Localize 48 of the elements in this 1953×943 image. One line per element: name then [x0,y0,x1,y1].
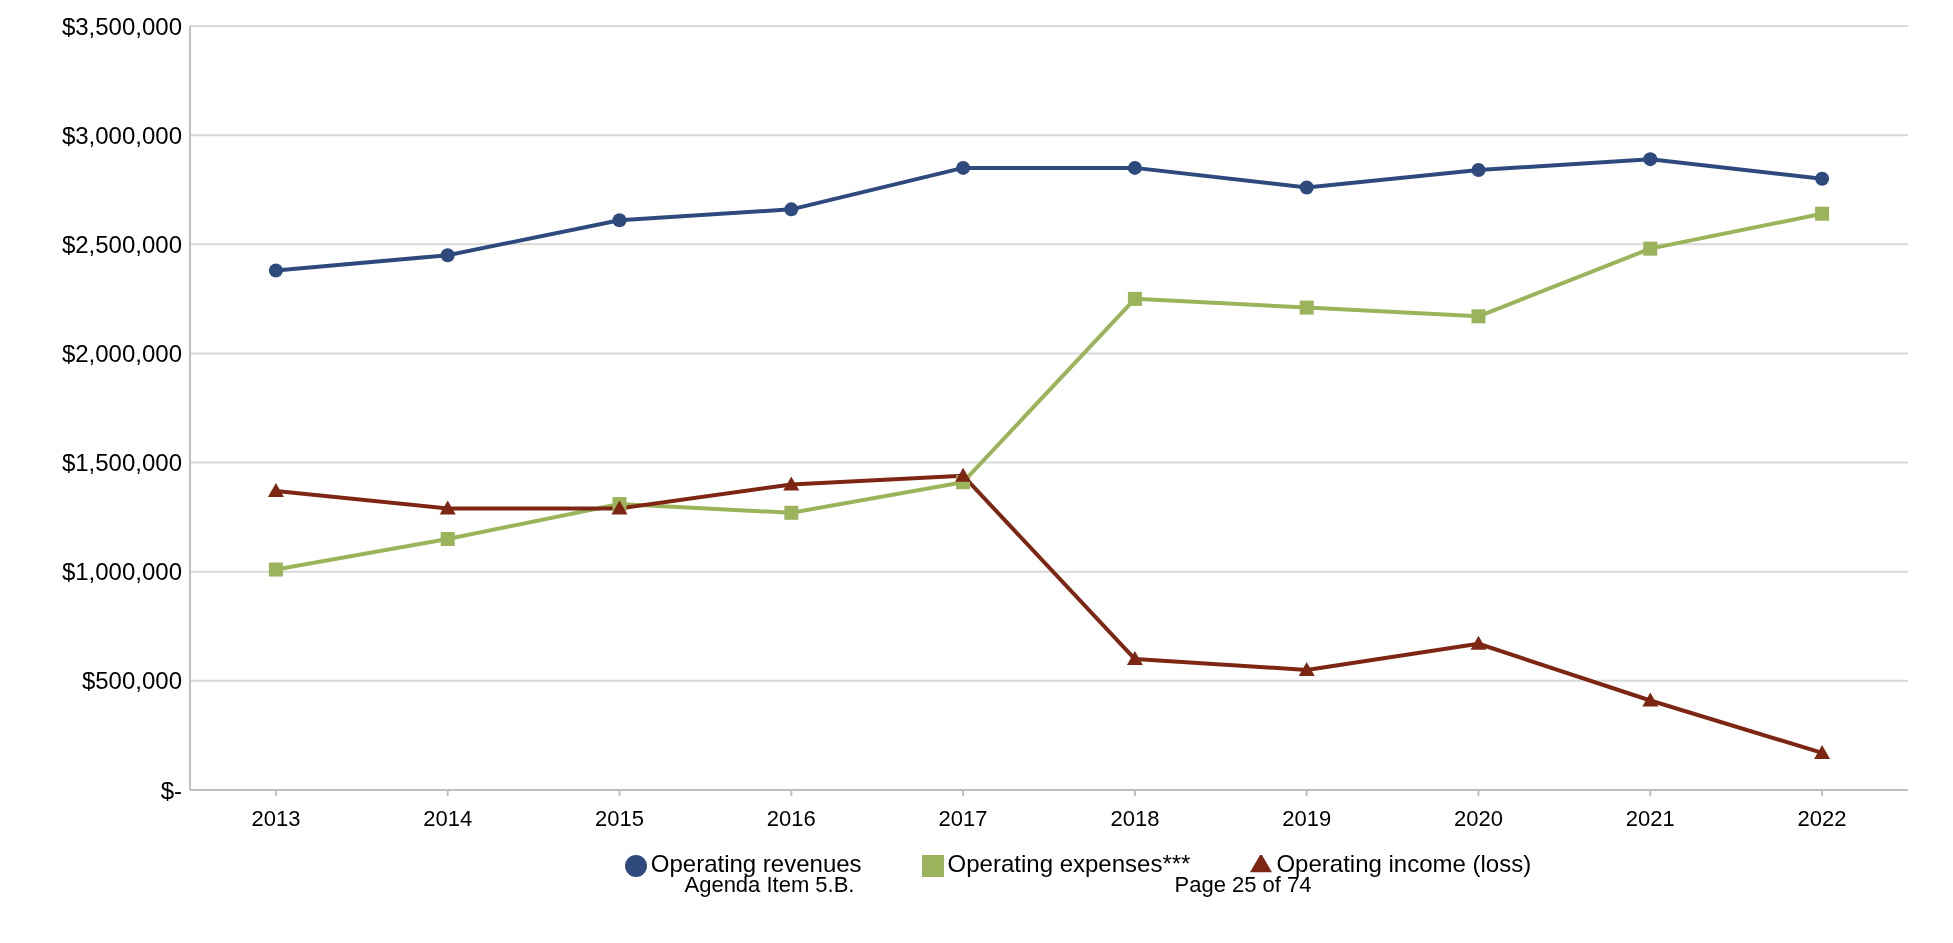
x-tick-label: 2019 [1282,805,1332,831]
point [439,500,456,515]
point [612,213,627,228]
x-tick-label: 2017 [938,805,988,831]
legend-label: Operating revenues [650,850,862,877]
x-tick-label: 2016 [766,805,816,831]
point [1643,152,1658,167]
x-tick-label: 2020 [1454,805,1503,831]
point [1643,241,1658,256]
x-tick-label: 2013 [251,805,301,831]
point [1299,180,1314,195]
point [1298,661,1315,676]
y-tick-label: $- [160,776,182,804]
point [784,202,799,217]
x-tick-label: 2022 [1797,805,1847,831]
point [268,263,283,278]
point [955,467,972,482]
x-tick-label: 2018 [1110,805,1160,831]
point [956,160,971,175]
point [1471,309,1486,324]
point [783,476,800,491]
point [440,531,455,546]
point [268,562,283,577]
legend-label: Operating income (loss) [1276,850,1532,877]
point [1471,163,1486,178]
point [1127,160,1142,175]
point [1299,300,1314,315]
y-tick-label: $3,500,000 [61,12,182,40]
legend-label: Operating expenses*** [947,850,1191,877]
point [1815,171,1830,186]
y-tick-label: $3,000,000 [61,121,182,149]
point [1127,291,1142,306]
point [1470,635,1487,650]
x-tick-label: 2015 [595,805,644,831]
y-tick-label: $1,000,000 [61,558,182,586]
x-tick-label: 2021 [1625,805,1675,831]
point [440,248,455,263]
point [784,505,799,520]
x-tick-label: 2014 [423,805,473,831]
y-tick-label: $2,500,000 [61,230,182,258]
point [1642,692,1659,707]
point [267,482,284,497]
y-tick-label: $500,000 [81,667,182,695]
y-tick-label: $2,000,000 [61,339,182,367]
point [1126,651,1143,666]
y-tick-label: $1,500,000 [61,449,182,477]
point [1815,206,1830,221]
point [1814,744,1831,759]
